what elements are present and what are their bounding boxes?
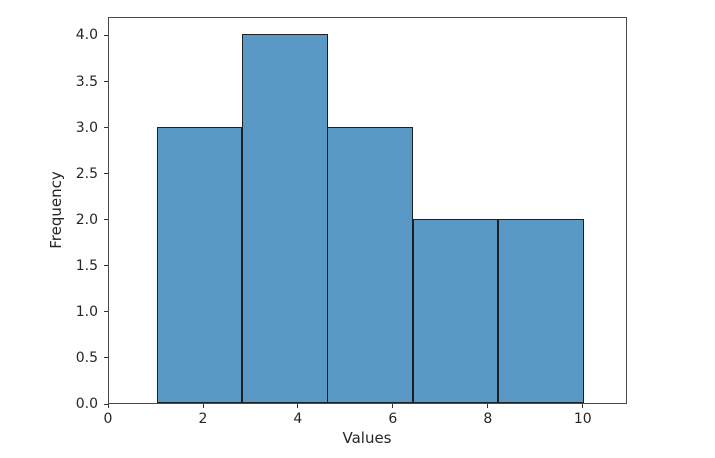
- x-axis-label: Values: [342, 429, 392, 447]
- x-tick-mark: [297, 404, 299, 408]
- x-tick-label: 2: [198, 411, 208, 427]
- x-tick-mark: [487, 404, 489, 408]
- y-tick-label: 0.0: [75, 396, 98, 412]
- y-tick-label: 3.0: [75, 119, 98, 136]
- y-tick-mark: [104, 173, 108, 175]
- histogram-bar: [498, 218, 584, 403]
- y-tick-mark: [104, 265, 108, 267]
- y-tick-mark: [104, 127, 108, 129]
- y-tick-mark: [104, 34, 108, 36]
- histogram-bar: [412, 218, 499, 403]
- y-tick-label: 1.0: [75, 303, 98, 320]
- x-tick-label: 6: [388, 411, 398, 427]
- x-tick-label: 4: [293, 411, 303, 427]
- y-axis-label: Frequency: [47, 171, 65, 249]
- y-tick-mark: [104, 311, 108, 313]
- bars-layer: [109, 18, 626, 403]
- y-tick-label: 3.5: [75, 73, 98, 90]
- y-tick-mark: [104, 219, 108, 221]
- y-tick-label: 2.5: [75, 165, 98, 182]
- y-tick-mark: [104, 81, 108, 82]
- y-tick-mark: [104, 357, 108, 359]
- y-tick-label: 4.0: [75, 27, 98, 44]
- y-tick-mark: [104, 403, 108, 405]
- x-tick-mark: [582, 404, 584, 408]
- x-tick-label: 8: [483, 411, 493, 427]
- y-tick-label: 0.5: [75, 349, 98, 366]
- histogram-bar: [156, 126, 242, 403]
- x-tick-mark: [107, 404, 109, 408]
- x-tick-label: 10: [573, 411, 592, 427]
- histogram-bar: [242, 34, 328, 403]
- y-tick-label: 1.5: [75, 257, 98, 274]
- y-tick-label: 2.0: [75, 211, 98, 228]
- x-tick-mark: [392, 404, 394, 408]
- x-tick-mark: [202, 404, 204, 408]
- plot-area: [108, 17, 627, 404]
- histogram-bar: [327, 126, 413, 403]
- x-tick-label: 0: [103, 411, 113, 427]
